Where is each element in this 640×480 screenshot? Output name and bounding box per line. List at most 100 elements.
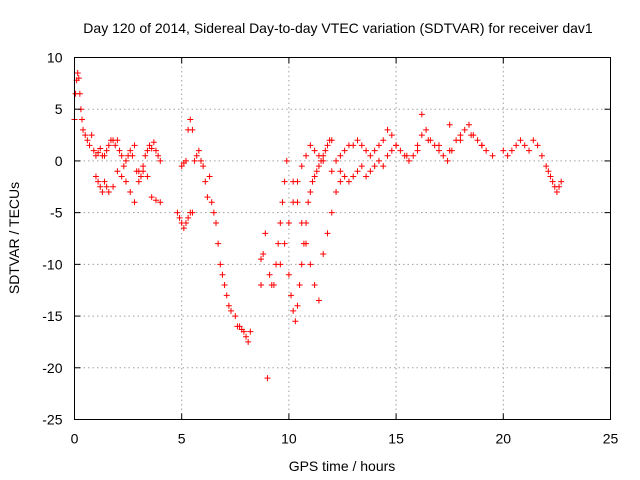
data-point xyxy=(277,219,284,226)
data-point xyxy=(197,157,204,164)
data-point xyxy=(95,178,102,185)
data-point xyxy=(547,173,554,180)
data-point xyxy=(358,163,365,170)
data-point xyxy=(76,90,83,97)
data-point xyxy=(363,147,370,154)
data-point xyxy=(120,163,127,170)
data-point xyxy=(457,137,464,144)
data-point xyxy=(118,173,125,180)
data-point xyxy=(90,147,97,154)
data-point xyxy=(86,142,93,149)
data-point xyxy=(200,163,207,170)
data-point xyxy=(281,240,288,247)
data-point xyxy=(345,178,352,185)
x-tick-label: 20 xyxy=(496,431,512,447)
y-tick-label: 0 xyxy=(55,153,63,169)
data-point xyxy=(152,147,159,154)
data-point xyxy=(363,173,370,180)
data-point xyxy=(423,126,430,133)
data-point xyxy=(260,251,267,258)
data-point xyxy=(294,178,301,185)
data-point xyxy=(262,230,269,237)
data-point xyxy=(358,142,365,149)
data-point xyxy=(534,142,541,149)
data-point xyxy=(187,116,194,123)
data-point xyxy=(556,183,563,190)
data-point xyxy=(174,209,181,216)
data-point xyxy=(127,147,134,154)
data-point xyxy=(367,168,374,175)
data-point xyxy=(500,147,507,154)
data-point xyxy=(538,152,545,159)
data-point xyxy=(405,157,412,164)
data-point xyxy=(425,137,432,144)
chart-title: Day 120 of 2014, Sidereal Day-to-day VTE… xyxy=(83,20,593,36)
data-point xyxy=(341,147,348,154)
data-point xyxy=(418,111,425,118)
y-tick-label: -25 xyxy=(42,412,62,428)
data-point xyxy=(309,178,316,185)
y-axis-label: SDTVAR / TECUs xyxy=(6,182,22,294)
y-tick-label: 5 xyxy=(55,101,63,117)
data-point xyxy=(367,152,374,159)
data-point xyxy=(350,173,357,180)
data-point xyxy=(75,75,82,82)
data-point xyxy=(221,282,228,289)
data-point xyxy=(82,132,89,139)
data-point xyxy=(303,152,310,159)
data-point xyxy=(513,142,520,149)
data-point xyxy=(410,152,417,159)
data-point xyxy=(127,188,134,195)
data-point xyxy=(298,163,305,170)
data-point xyxy=(114,137,121,144)
data-point xyxy=(435,147,442,154)
data-point xyxy=(182,157,189,164)
data-point xyxy=(79,116,86,123)
grid-lines xyxy=(74,57,611,420)
data-point xyxy=(266,271,273,278)
data-point xyxy=(157,157,164,164)
data-point xyxy=(328,168,335,175)
data-point xyxy=(315,152,322,159)
data-point xyxy=(97,183,104,190)
data-point xyxy=(393,142,400,149)
x-tick-label: 5 xyxy=(178,431,186,447)
data-point xyxy=(195,147,202,154)
data-point xyxy=(322,147,329,154)
data-point xyxy=(549,178,556,185)
data-point xyxy=(178,163,185,170)
data-point xyxy=(152,197,159,204)
data-point xyxy=(298,261,305,268)
data-point xyxy=(350,142,357,149)
data-point xyxy=(504,152,511,159)
data-point xyxy=(465,121,472,128)
data-point xyxy=(283,157,290,164)
y-tick-label: -15 xyxy=(42,308,62,324)
data-point xyxy=(105,142,112,149)
data-point xyxy=(315,163,322,170)
data-point xyxy=(101,178,108,185)
data-point xyxy=(435,142,442,149)
x-axis-ticks: 0 5 10 15 20 25 xyxy=(71,57,618,447)
data-point xyxy=(440,152,447,159)
data-point xyxy=(354,168,361,175)
data-point xyxy=(80,126,87,133)
data-point xyxy=(217,261,224,268)
data-point xyxy=(122,157,129,164)
data-point xyxy=(468,132,475,139)
data-point xyxy=(285,271,292,278)
data-point xyxy=(105,188,112,195)
data-point xyxy=(489,152,496,159)
data-point xyxy=(146,142,153,149)
data-point xyxy=(521,142,528,149)
data-point xyxy=(215,240,222,247)
data-point xyxy=(99,188,106,195)
data-point xyxy=(129,152,136,159)
data-point xyxy=(311,147,318,154)
data-point xyxy=(285,219,292,226)
data-point xyxy=(292,318,299,325)
data-point xyxy=(97,145,104,152)
data-point xyxy=(281,178,288,185)
data-point xyxy=(245,338,252,345)
